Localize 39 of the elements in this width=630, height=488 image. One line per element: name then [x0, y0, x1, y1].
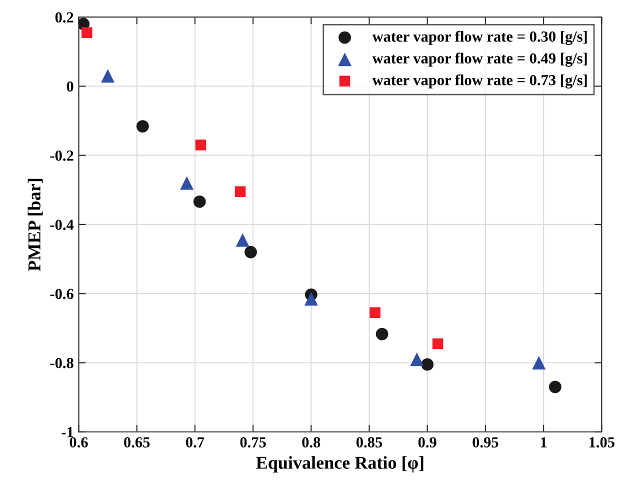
legend-label: water vapor flow rate = 0.73 [g/s] [372, 74, 587, 88]
x-tick-label: 0.85 [356, 437, 382, 448]
y-tick-label: 0 [66, 81, 74, 92]
point [195, 140, 206, 150]
point [236, 233, 250, 247]
point [82, 27, 92, 38]
point [432, 338, 444, 350]
point [193, 195, 206, 208]
y-tick-label: -0.4 [50, 220, 74, 230]
point [532, 356, 546, 370]
x-axis-title: Equivalence Ratio [φ] [256, 456, 424, 473]
point [304, 292, 318, 306]
x-tick-label: 0.8 [302, 437, 320, 448]
x-tick-label: 1.05 [590, 437, 614, 448]
point [101, 69, 115, 83]
legend-label: water vapor flow rate = 0.49 [g/s] [372, 52, 587, 67]
y-tick-label: -1 [62, 427, 74, 438]
x-tick-label: 0.6 [70, 437, 88, 448]
y-axis-title: PMEP [bar] [28, 178, 43, 272]
x-tick-label: 0.9 [418, 437, 436, 448]
point [410, 352, 424, 366]
y-tick-label: -0.2 [50, 150, 74, 161]
point [370, 307, 380, 318]
x-tick-label: 0.95 [472, 437, 498, 448]
point [421, 358, 434, 371]
x-tick-label: 0.75 [240, 437, 266, 448]
point [548, 380, 562, 394]
x-tick-label: 0.65 [124, 437, 150, 448]
x-tick-label: 1 [540, 437, 547, 448]
point [244, 246, 257, 258]
point [136, 120, 149, 133]
x-tick-label: 0.7 [186, 437, 204, 448]
point [180, 176, 194, 190]
y-tick-label: -0.6 [50, 288, 74, 300]
y-tick-label: -0.8 [50, 358, 74, 368]
legend-label: water vapor flow rate = 0.30 [g/s] [372, 30, 587, 45]
point [376, 328, 388, 340]
point [234, 186, 246, 198]
y-tick-label: 0.2 [55, 12, 74, 23]
